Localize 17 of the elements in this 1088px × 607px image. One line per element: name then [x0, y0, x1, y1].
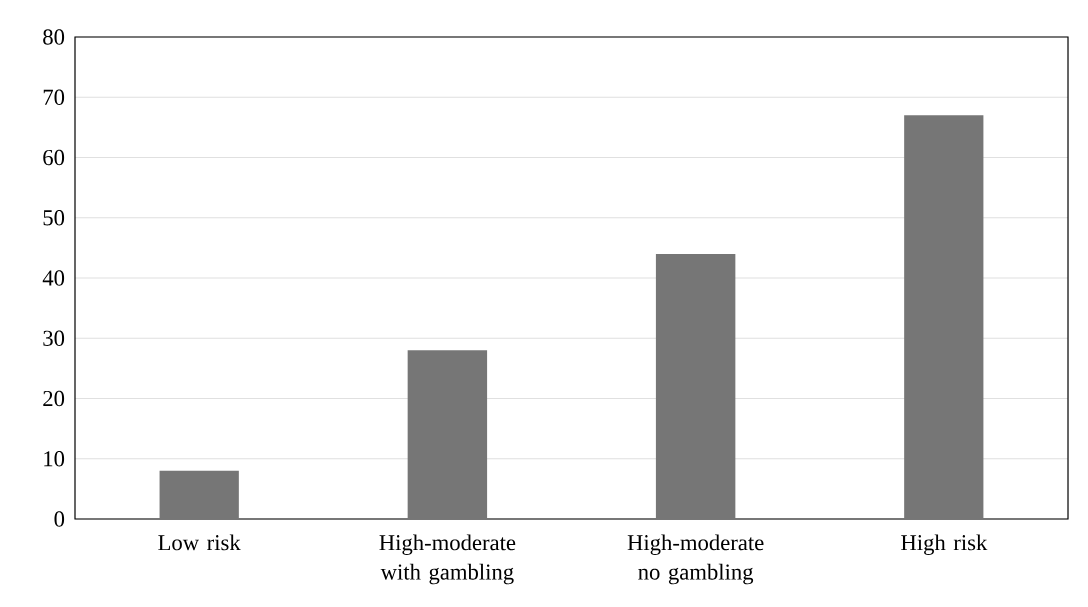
bar [407, 350, 488, 519]
x-tick-label: High-moderate with gambling [379, 534, 516, 585]
y-tick-label: 40 [42, 270, 65, 286]
x-tick-label: Low risk [158, 534, 241, 551]
y-tick-label: 10 [44, 451, 65, 467]
y-tick-label: 80 [43, 29, 65, 45]
bar [655, 253, 736, 519]
y-tick-label: 50 [43, 210, 65, 226]
bar [904, 115, 984, 519]
y-tick-label: 30 [43, 330, 65, 346]
y-tick-label: 70 [43, 89, 65, 105]
x-tick-label: High risk [901, 534, 988, 555]
bar [159, 470, 239, 519]
y-tick-label: 60 [43, 149, 65, 166]
y-tick-label: 20 [43, 390, 65, 407]
x-tick-label: High-moderate no gambling [627, 534, 764, 585]
y-tick-label: 0 [54, 511, 65, 527]
